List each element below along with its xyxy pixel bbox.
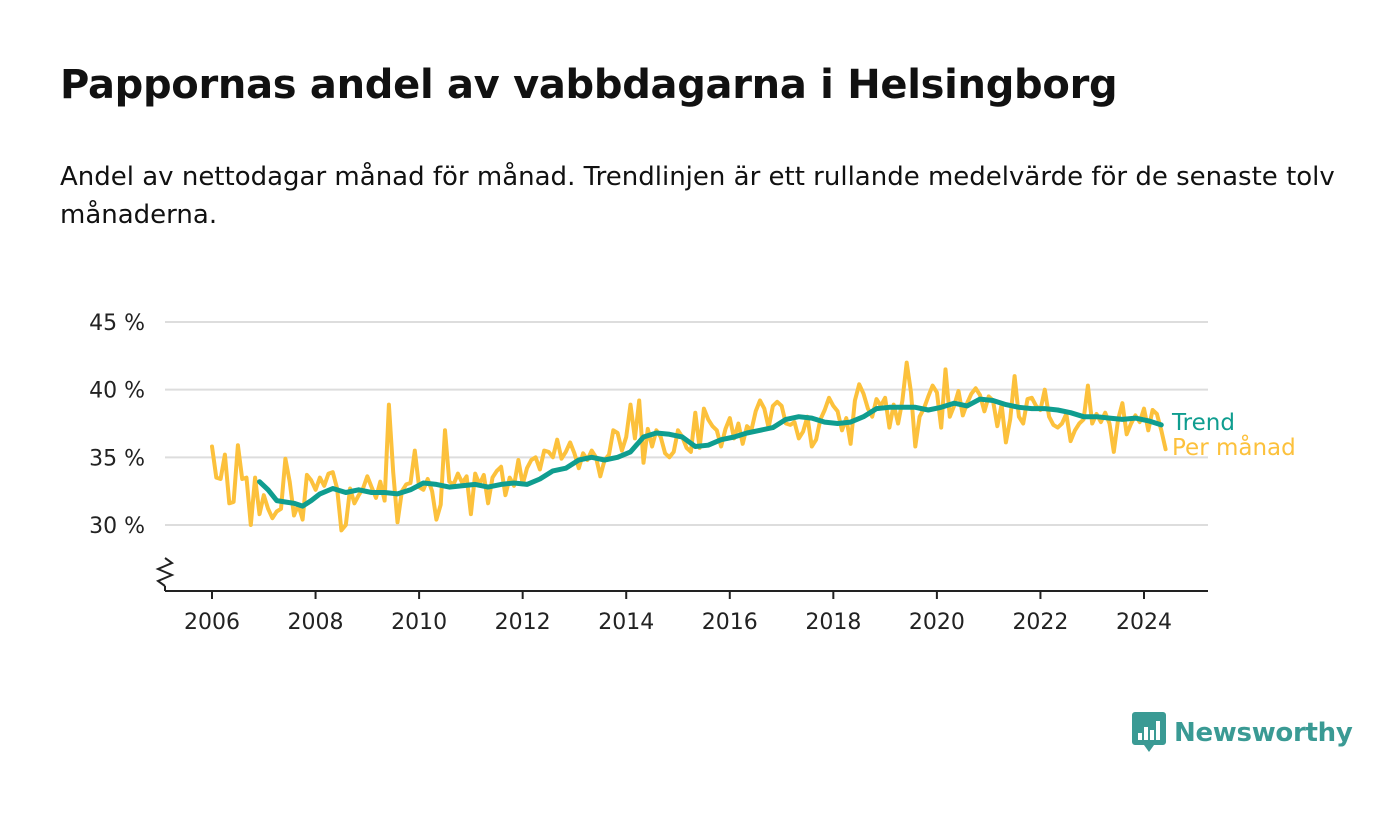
newsworthy-logo: Newsworthy [1132,712,1353,754]
series-lines [210,360,1168,533]
x-tick-label: 2014 [598,610,654,635]
y-tick-label: 45 % [89,311,145,336]
x-tick-label: 2010 [391,610,447,635]
x-tick-label: 2006 [184,610,240,635]
chart-subtitle: Andel av nettodagar månad för månad. Tre… [60,162,1335,230]
x-tick-label: 2016 [702,610,758,635]
x-tick-label: 2022 [1012,610,1068,635]
x-tick-label: 2024 [1116,610,1172,635]
newsworthy-logo-icon [1132,712,1166,752]
axis-break-icon [155,557,175,587]
monthly-line [210,360,1168,533]
gridlines [165,321,1208,526]
y-tick-label: 35 % [89,446,145,471]
y-tick-label: 40 % [89,379,145,404]
x-tick-label: 2012 [495,610,551,635]
brand-name: Newsworthy [1174,718,1353,748]
x-tick-label: 2018 [805,610,861,635]
y-axis-ticks: 30 % 35 % 40 % 45 % [89,311,145,539]
legend-label-trend: Trend [1171,410,1235,436]
y-tick-label: 30 % [89,514,145,539]
x-tick-label: 2008 [288,610,344,635]
legend-label-monthly: Per månad [1172,433,1296,461]
trend-line [257,396,1164,509]
x-axis: 2006 2008 2010 2012 2014 2016 2018 2020 2022 2024 [155,557,1208,635]
x-tick-label: 2020 [909,610,965,635]
chart-title: Pappornas andel av vabbdagarna i Helsing… [60,62,1118,108]
